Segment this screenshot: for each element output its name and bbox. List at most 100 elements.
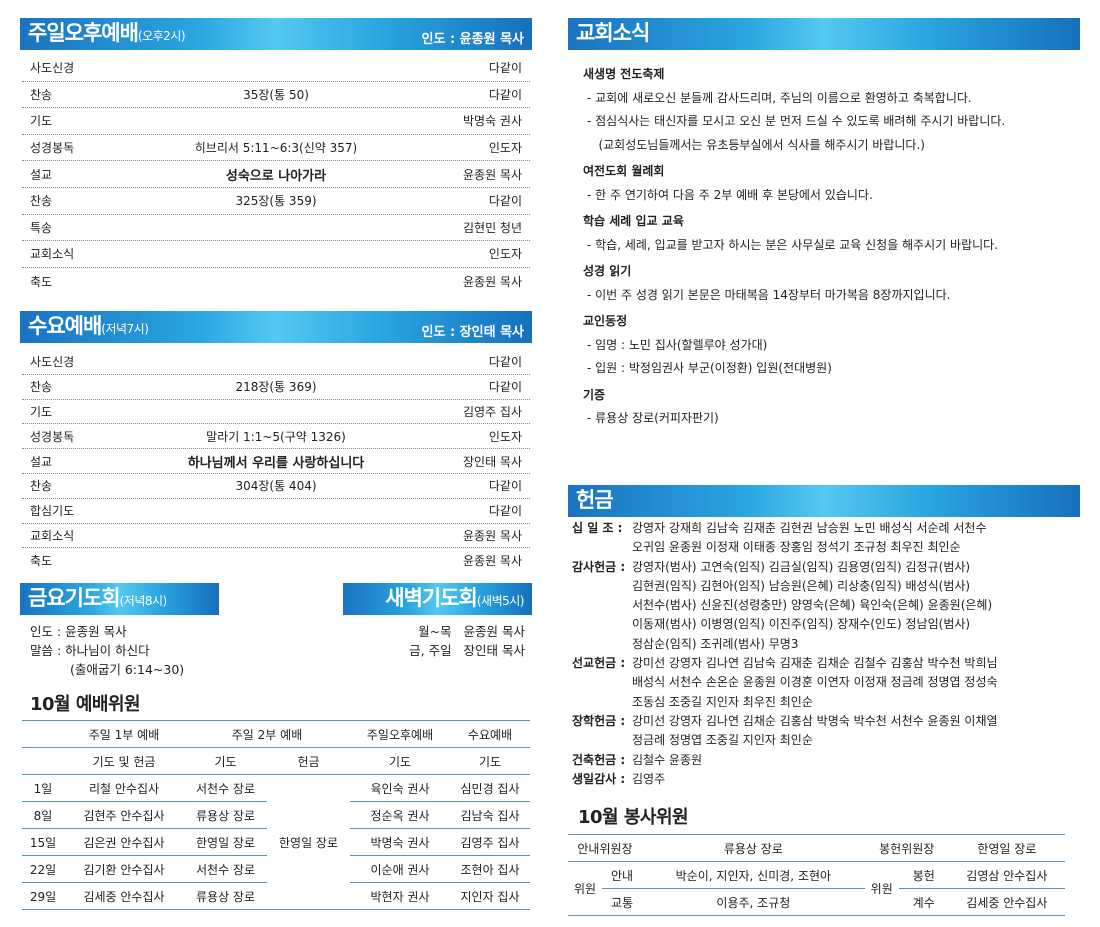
order-row: 사도신경 다같이 — [22, 350, 530, 375]
sunday-pm-header: 주일오후예배(오후2시) 인도 : 윤종원 목사 — [20, 18, 532, 50]
order-row: 교회소식 윤종원 목사 — [22, 524, 530, 549]
role: 계수 — [912, 895, 935, 910]
wednesday-prayer: 조현아 집사 — [450, 855, 530, 883]
news-heading: 여전도회 월례회 — [583, 164, 665, 178]
order-row: 축도 윤종원 목사 — [22, 548, 530, 573]
offering-names: 강미선 강영자 김나연 김남숙 김재춘 김채순 김철수 김홍삼 박수천 박희님 — [632, 656, 998, 671]
offering-names: 정삼순(임직) 조귀례(범사) 무명3 — [632, 636, 799, 651]
names: 박순이, 지인자, 신미경, 조현아 — [642, 861, 865, 889]
first-service-person: 김세중 안수집사 — [83, 889, 165, 904]
column-group-header — [22, 721, 64, 748]
wednesday-prayer: 김남숙 집사 — [450, 801, 530, 829]
offering-names: 김현권(임직) 김현아(임직) 남승원(은혜) 리상충(임직) 배성식(범사) — [632, 578, 971, 593]
offering-label: 생일감사 : — [572, 771, 626, 786]
column-group-header: 주일 2부 예배 — [231, 727, 303, 742]
service-committee-table: 안내위원장 류용상 장로 봉헌위원장 한영일 장로 위원 안내 박순이, 지인자… — [568, 834, 1065, 916]
order-person: 다같이 — [488, 479, 522, 494]
order-item: 설교 — [30, 167, 53, 182]
leader: 인도 : 장인태 목사 — [421, 325, 525, 340]
section-time: (오후2시) — [137, 29, 186, 43]
offering-header: 헌금 — [568, 485, 1080, 517]
order-row: 교회소식 인도자 — [22, 241, 530, 268]
section-title: 헌금 — [576, 488, 614, 512]
news-line: - 학습, 세례, 입교를 받고자 하시는 분은 사무실로 교육 신청을 해주시… — [587, 237, 999, 252]
second-service-prayer: 서천수 장로 — [184, 774, 267, 802]
order-row: 합심기도 다같이 — [22, 499, 530, 524]
order-person: 윤종원 목사 — [462, 167, 522, 182]
news-heading: 교인동정 — [583, 314, 628, 328]
dawn-day: 금, 주일 — [409, 643, 452, 658]
news-item: 교인동정 - 임명 : 노민 집사(할렐루야 성가대) - 입원 : 박정임권사 부… — [583, 310, 1073, 381]
order-detail: 하나님께서 우리를 사랑하십니다 — [187, 455, 365, 471]
order-row: 성경봉독 말라기 1:1~5(구약 1326) 인도자 — [22, 424, 530, 450]
order-person: 김영주 집사 — [462, 404, 522, 419]
order-person: 장인태 목사 — [462, 454, 522, 469]
role: 봉헌 — [898, 861, 949, 889]
order-detail: 304장(통 404) — [235, 479, 317, 494]
friday-info: 인도 : 윤종원 목사 말씀 : 하나님이 하신다 (출애굽기 6:14~30) — [30, 622, 184, 679]
order-item: 성경봉독 — [30, 429, 75, 444]
order-detail: 218장(통 369) — [235, 380, 317, 395]
order-person: 다같이 — [488, 504, 522, 519]
first-service-person: 김기환 안수집사 — [64, 855, 184, 883]
afternoon-prayer: 이순애 권사 — [350, 855, 450, 883]
order-item: 찬송 — [30, 194, 53, 209]
order-item: 찬송 — [30, 380, 53, 395]
date: 1일 — [22, 774, 64, 802]
order-person: 다같이 — [488, 380, 522, 395]
order-row: 설교 성숙으로 나아가라 윤종원 목사 — [22, 161, 530, 188]
worship-committee-title: 10월 예배위원 — [30, 694, 141, 715]
guide-head-name: 류용상 장로 — [723, 841, 783, 856]
order-person: 김현민 청년 — [462, 220, 522, 235]
news-item: 기증 - 류용상 장로(커피자판기) — [583, 384, 1073, 431]
column-header: 헌금 — [297, 754, 320, 769]
order-person: 인도자 — [488, 247, 522, 262]
offering-category: 십 일 조 : 강영자 강재희 김남숙 김재춘 김현권 남승원 노민 배성식 서순… — [572, 519, 1082, 558]
date: 8일 — [22, 801, 64, 829]
order-detail: 성숙으로 나아가라 — [225, 168, 327, 184]
news-item: 성경 읽기 - 이번 주 성경 읽기 본문은 마태복음 14장부터 마가복음 8장… — [583, 260, 1073, 307]
afternoon-prayer: 박명숙 권사 — [350, 828, 450, 856]
first-service-person: 김현주 안수집사 — [64, 801, 184, 829]
date: 29일 — [29, 889, 57, 904]
offering-names: 정금례 정명엽 조중길 지인자 최인순 — [632, 733, 813, 748]
friday-leader: 인도 : 윤종원 목사 — [30, 624, 127, 639]
order-row: 기도 박명숙 권사 — [22, 108, 530, 135]
offering-label: 장학헌금 : — [572, 713, 626, 728]
order-person: 다같이 — [488, 194, 522, 209]
column-header: 기도 — [388, 754, 412, 769]
order-item: 사도신경 — [30, 355, 75, 370]
section-title: 새벽기도회 — [385, 586, 478, 610]
news-heading: 새생명 전도축제 — [583, 67, 665, 81]
offer-head-name: 한영일 장로 — [977, 841, 1037, 856]
news-item: 여전도회 월례회 - 한 주 연기하여 다음 주 2부 예배 후 본당에서 있습니… — [583, 160, 1073, 207]
news-line: - 한 주 연기하여 다음 주 2부 예배 후 본당에서 있습니다. — [587, 187, 873, 202]
friday-ref: (출애굽기 6:14~30) — [70, 662, 185, 677]
wednesday-header: 수요예배(저녁7시) 인도 : 장인태 목사 — [20, 311, 532, 343]
offering-label: 감사헌금 : — [572, 559, 626, 574]
second-service-prayer: 류용상 장로 — [184, 801, 267, 829]
sunday-pm-order: 사도신경 다같이 찬송 35장(통 50) 다같이 기도 박명숙 권사 성경봉독 히브리서 5:… — [22, 55, 530, 294]
order-item: 기도 — [30, 114, 53, 129]
friday-word: 말씀 : 하나님이 하신다 — [30, 643, 150, 658]
second-service-prayer: 서천수 장로 — [184, 855, 267, 883]
column-header: 기도 — [214, 754, 237, 769]
order-row: 기도 김영주 집사 — [22, 400, 530, 425]
news-line: - 임명 : 노민 집사(할렐루야 성가대) — [587, 337, 768, 352]
offering-names: 강영자 강재희 김남숙 김재춘 김현권 남승원 노민 배성식 서순례 서천수 — [632, 521, 987, 535]
news-item: 학습 세례 입교 교육 - 학습, 세례, 입교를 받고자 하시는 분은 사무실로… — [583, 210, 1073, 257]
order-row: 성경봉독 히브리서 5:11~6:3(신약 357) 인도자 — [22, 135, 530, 162]
offering-names: 서천수(범사) 신윤진(성령충만) 양영숙(은혜) 육인숙(은혜) 윤종원(은혜… — [632, 598, 993, 613]
order-row: 설교 하나님께서 우리를 사랑하십니다 장인태 목사 — [22, 449, 530, 474]
section-title: 수요예배 — [28, 314, 102, 338]
column-header: 기도 — [478, 754, 502, 769]
order-person: 윤종원 목사 — [462, 554, 522, 569]
wednesday-order: 사도신경 다같이 찬송 218장(통 369) 다같이 기도 김영주 집사 성경봉독 말라기 1… — [22, 350, 530, 573]
news-line: - 점심식사는 태신자를 모시고 오신 분 먼저 드실 수 있도록 배려해 주시… — [587, 114, 1006, 128]
wednesday-prayer: 김영주 집사 — [450, 828, 530, 856]
service-committee-title: 10월 봉사위원 — [578, 807, 689, 828]
column-group-header: 수요예배 — [467, 727, 513, 742]
news-heading: 학습 세례 입교 교육 — [583, 214, 684, 228]
names: 이용주, 조규청 — [716, 895, 791, 910]
order-item: 찬송 — [30, 479, 53, 494]
